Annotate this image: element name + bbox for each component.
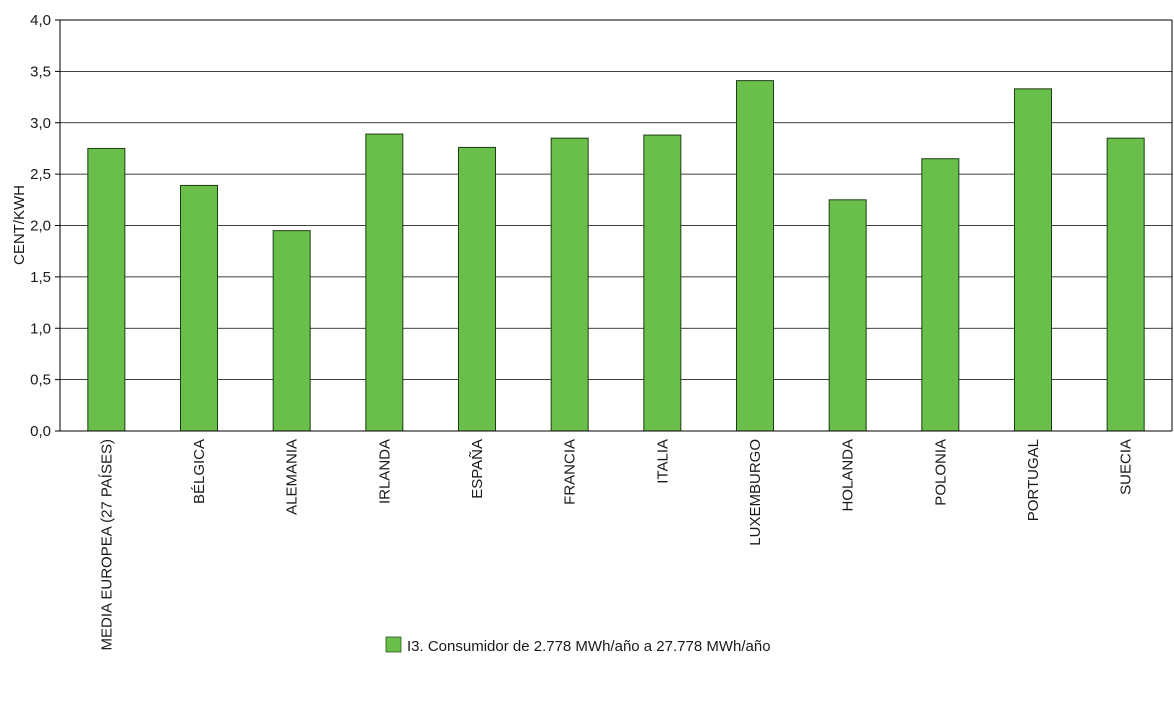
y-axis-title: CENT/KWH bbox=[11, 185, 28, 265]
y-tick-labels: 0,0 0,5 1,0 1,5 2,0 2,5 3,0 3,5 4,0 bbox=[30, 12, 51, 440]
y-tick-label: 4,0 bbox=[30, 12, 51, 29]
legend-label: I3. Consumidor de 2.778 MWh/año a 27.778… bbox=[407, 638, 771, 655]
bar bbox=[1014, 88, 1052, 432]
y-tick-label: 2,0 bbox=[30, 218, 51, 235]
x-category-label: ALEMANIA bbox=[284, 439, 301, 515]
legend-swatch bbox=[385, 636, 402, 653]
bar bbox=[87, 147, 126, 432]
y-tick-label: 3,0 bbox=[30, 115, 51, 132]
bar bbox=[1106, 137, 1145, 432]
y-tick-label: 3,5 bbox=[30, 63, 51, 80]
x-category-label: LUXEMBURGO bbox=[747, 439, 764, 546]
y-tick-label: 0,5 bbox=[30, 372, 51, 389]
bar bbox=[921, 158, 960, 432]
y-tick-label: 0,0 bbox=[30, 423, 51, 440]
x-category-label: SUECIA bbox=[1118, 439, 1135, 495]
x-category-label: FRANCIA bbox=[562, 439, 579, 505]
bar bbox=[736, 80, 774, 432]
axes bbox=[59, 19, 1173, 432]
y-tick-label: 1,0 bbox=[30, 320, 51, 337]
x-category-labels: MEDIA EUROPEA (27 PAÍSES) BÉLGICA ALEMANIA… bbox=[98, 439, 1134, 650]
bar bbox=[272, 230, 311, 432]
bar bbox=[643, 134, 682, 432]
x-category-label: MEDIA EUROPEA (27 PAÍSES) bbox=[98, 439, 115, 650]
bar bbox=[828, 199, 867, 432]
x-category-label: PORTUGAL bbox=[1025, 439, 1042, 521]
x-category-label: BÉLGICA bbox=[191, 439, 208, 504]
bar bbox=[365, 133, 404, 432]
x-category-label: IRLANDA bbox=[376, 439, 393, 504]
x-category-label: HOLANDA bbox=[840, 439, 857, 512]
bar bbox=[550, 137, 589, 432]
bars bbox=[87, 80, 1145, 432]
bar bbox=[180, 184, 218, 432]
legend: I3. Consumidor de 2.778 MWh/año a 27.778… bbox=[385, 636, 771, 655]
x-category-label: POLONIA bbox=[932, 439, 949, 506]
y-tick-label: 2,5 bbox=[30, 166, 51, 183]
bar bbox=[458, 146, 496, 432]
x-category-label: ITALIA bbox=[654, 439, 671, 484]
gridlines bbox=[55, 19, 1172, 432]
x-category-label: ESPAÑA bbox=[469, 439, 486, 499]
y-tick-label: 1,5 bbox=[30, 269, 51, 286]
